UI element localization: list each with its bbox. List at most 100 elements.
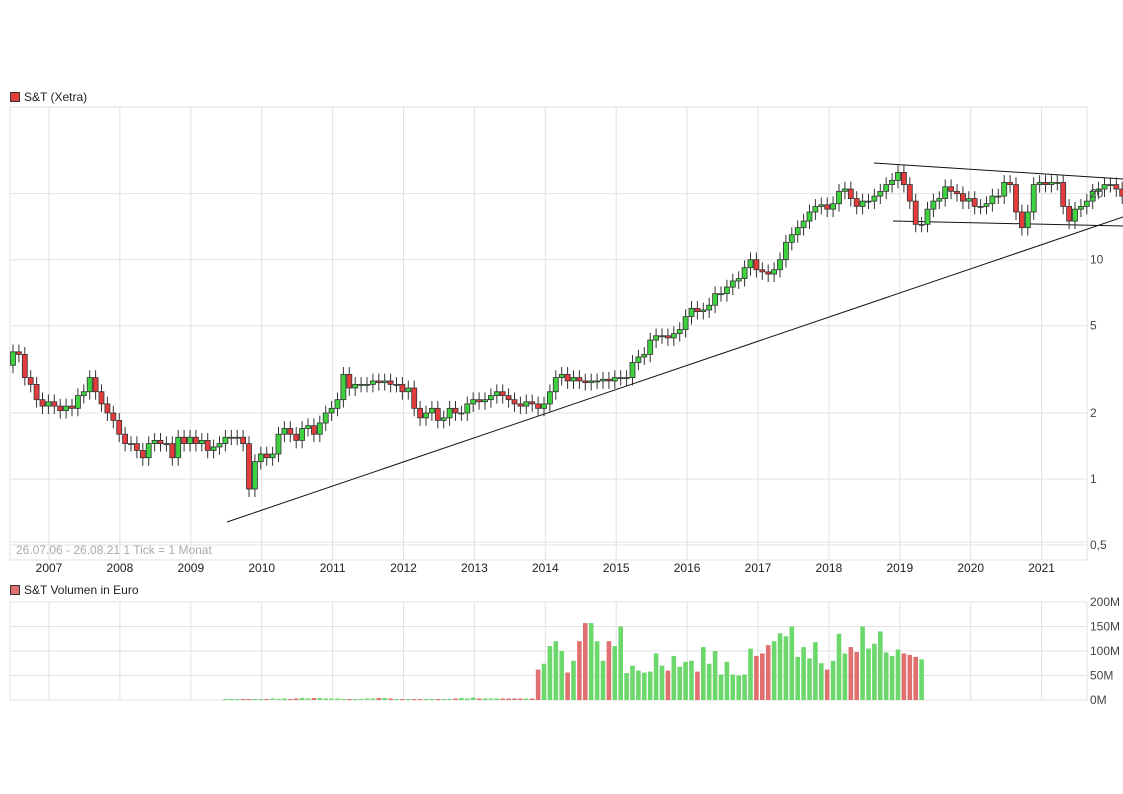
candle-down [116, 420, 123, 435]
volume-bar [299, 698, 305, 700]
volume-bar [736, 675, 741, 700]
volume-bar [848, 647, 854, 700]
volume-y-tick: 50M [1090, 669, 1113, 683]
candle-down [452, 407, 459, 414]
candle-down [69, 405, 75, 409]
volume-bar [535, 669, 541, 700]
candle-up [428, 407, 435, 414]
volume-bar [394, 699, 399, 701]
price-legend: S&T (Xetra) [10, 90, 87, 104]
candlesticks [10, 165, 1123, 497]
volume-bar [771, 641, 777, 700]
volume-y-tick: 200M [1090, 595, 1120, 609]
volume-bar [653, 653, 659, 700]
price-y-tick: 10 [1090, 253, 1104, 267]
candle-down [411, 387, 418, 409]
candle-up [859, 200, 866, 207]
volume-bar [282, 698, 287, 700]
volume-bar [429, 699, 435, 701]
candle-up [523, 401, 530, 407]
candle-down [912, 200, 919, 225]
volume-bar [347, 699, 352, 701]
candle-up [989, 195, 996, 205]
volume-bar [901, 653, 907, 700]
candle-down [1066, 206, 1072, 222]
candle-up [163, 443, 170, 446]
candle-up [865, 200, 872, 203]
volume-bar [642, 672, 647, 700]
candle-down [517, 403, 524, 407]
x-tick-year: 2009 [177, 561, 204, 575]
volume-bar [400, 699, 405, 701]
candle-down [92, 377, 99, 393]
candle-up [924, 208, 931, 225]
volume-bar [583, 623, 588, 700]
candle-down [971, 198, 978, 207]
volume-bar [305, 698, 311, 700]
candle-up [712, 293, 718, 306]
volume-bar [907, 654, 913, 700]
volume-bar [866, 648, 871, 700]
candle-up [369, 380, 376, 385]
candle-up [842, 188, 848, 192]
volume-bar [795, 656, 800, 700]
volume-bar [264, 699, 269, 701]
volume-bar [553, 641, 559, 700]
candle-up [1083, 200, 1090, 207]
candle-up [600, 378, 606, 382]
candle-up [151, 439, 158, 445]
candle-up [659, 335, 665, 338]
candle-up [10, 351, 16, 366]
volume-bar [860, 626, 865, 700]
candle-up [788, 234, 795, 243]
candle-down [906, 184, 913, 202]
candle-down [948, 186, 954, 192]
candle-up [812, 206, 819, 213]
volume-bar [482, 698, 488, 700]
volume-bar [754, 655, 759, 700]
volume-bar [842, 653, 848, 700]
candle-up [718, 293, 724, 296]
volume-bar [618, 626, 623, 700]
volume-bar [246, 699, 252, 701]
price-frame [9, 106, 1088, 561]
candle-up [1072, 208, 1078, 222]
candle-up [965, 198, 972, 202]
volume-bar [423, 699, 429, 701]
candle-down [181, 436, 188, 445]
volume-bar [665, 670, 671, 700]
volume-bar [671, 655, 677, 700]
candle-up [558, 373, 565, 378]
candle-down [606, 378, 612, 382]
candle-up [228, 436, 235, 439]
volume-bar [376, 698, 382, 700]
volume-bar [659, 665, 665, 700]
candle-up [800, 220, 807, 229]
volume-bar [730, 674, 736, 700]
volume-bar [695, 671, 700, 700]
x-tick-year: 2010 [248, 561, 275, 575]
candle-up [777, 259, 783, 271]
volume-bar [854, 651, 859, 700]
volume-bar [512, 698, 517, 700]
candle-down [387, 380, 394, 385]
volume-bar [417, 699, 423, 701]
volume-bar [547, 646, 553, 700]
x-tick-year: 2013 [461, 561, 488, 575]
candle-down [33, 384, 40, 401]
volume-bar [500, 698, 505, 700]
candle-down [246, 443, 252, 490]
candle-up [1089, 190, 1096, 202]
candle-down [1042, 182, 1049, 186]
candle-up [1107, 184, 1114, 187]
candle-down [564, 373, 571, 382]
volume-bar [352, 699, 358, 701]
candle-up [588, 380, 595, 384]
candle-up [688, 307, 695, 318]
volume-bar [777, 633, 783, 700]
long-term-uptrend-line [226, 216, 1123, 523]
candle-down [27, 377, 34, 385]
candle-up [653, 335, 659, 341]
candle-down [499, 391, 506, 397]
